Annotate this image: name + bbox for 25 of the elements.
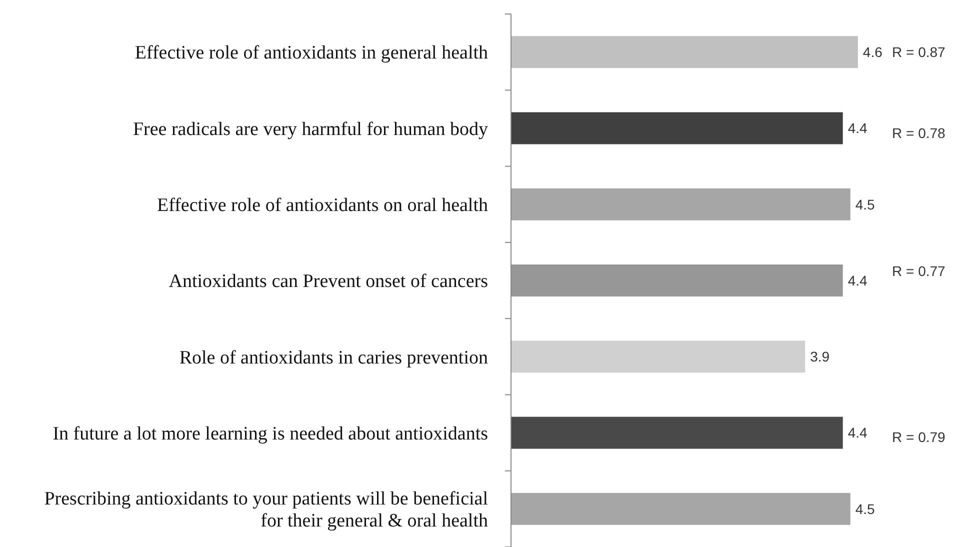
bar	[511, 340, 806, 373]
data-label: 4.5	[855, 500, 876, 517]
y-tick-label: Role of antioxidants in caries prevention	[179, 347, 488, 368]
data-label: 4.4	[848, 424, 868, 441]
data-label: 3.9	[810, 348, 830, 365]
text: R = 0.77	[892, 262, 946, 279]
text: R = 0.79	[892, 428, 946, 445]
y-tick-label: Free radicals are very harmful for human body	[132, 118, 488, 140]
bar	[511, 188, 850, 220]
y-tick-label: Prescribing antioxidants to your patients will be beneficial for their general & oral health	[44, 488, 488, 532]
y-tick-label: In future a lot more learning is needed about antioxidants	[52, 423, 488, 444]
data-label: 4.5	[855, 196, 876, 212]
data-label: 4.4	[848, 272, 868, 288]
bar	[511, 264, 843, 296]
text: R = 0.78	[892, 124, 946, 141]
y-tick-label: Effective role of antioxidants on oral health	[157, 195, 488, 216]
bar	[511, 112, 843, 144]
y-tick-label: Antioxidants can Prevent onset of cancers	[168, 271, 488, 292]
y-tick-label: Effective role of antioxidants in general health	[134, 42, 488, 64]
bar	[511, 36, 858, 68]
bar	[511, 416, 843, 449]
data-label: 4.4	[848, 120, 868, 136]
data-label: 4.6	[862, 44, 883, 60]
text: R = 0.87	[892, 44, 946, 60]
bar	[511, 492, 850, 525]
